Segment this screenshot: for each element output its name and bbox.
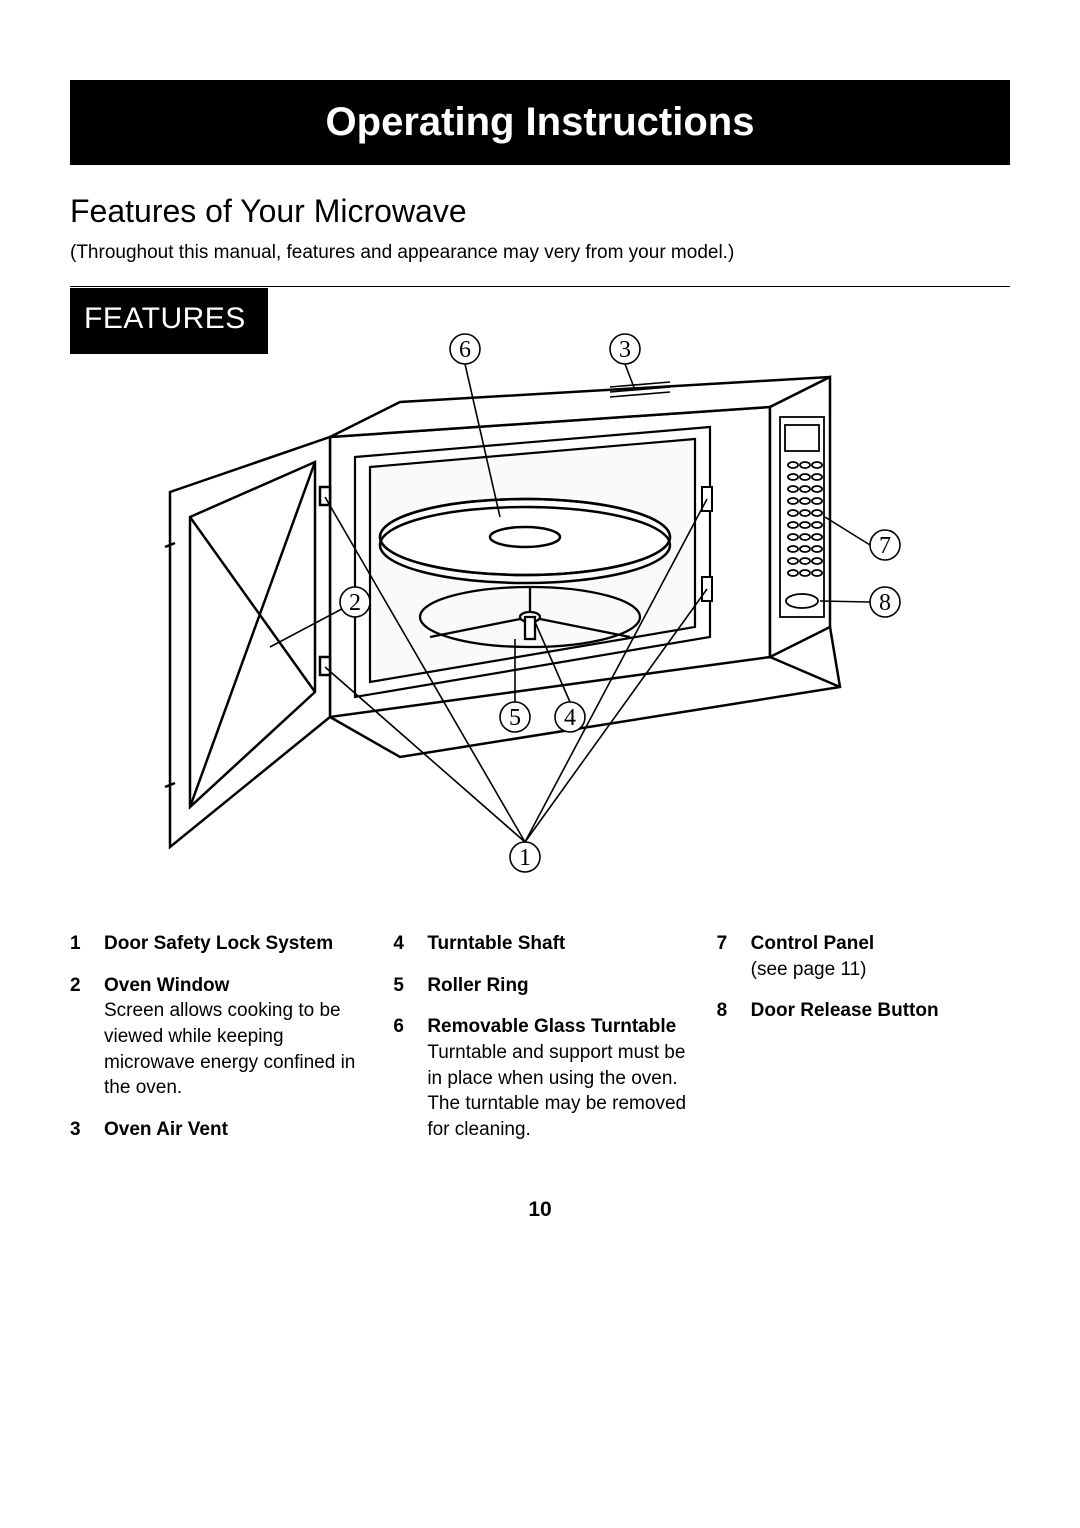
section-note: (Throughout this manual, features and ap… xyxy=(70,242,1010,264)
microwave-diagram: 6 3 2 7 8 5 4 1 xyxy=(70,287,1010,897)
feature-item-7: 7 Control Panel (see page 11) xyxy=(717,931,1010,982)
callout-8: 8 xyxy=(879,590,891,616)
legend-col-3: 7 Control Panel (see page 11) 8 Door Rel… xyxy=(717,931,1010,1158)
feature-num: 2 xyxy=(70,973,104,1101)
callout-6: 6 xyxy=(459,337,471,363)
feature-num: 7 xyxy=(717,931,751,982)
feature-title: Door Safety Lock System xyxy=(104,933,333,954)
callout-1: 1 xyxy=(519,845,531,871)
callout-3: 3 xyxy=(619,337,631,363)
feature-num: 4 xyxy=(393,931,427,957)
feature-num: 5 xyxy=(393,973,427,999)
feature-title: Roller Ring xyxy=(427,975,528,996)
feature-desc: Screen allows cooking to be viewed while… xyxy=(104,1000,355,1098)
feature-title: Turntable Shaft xyxy=(427,933,565,954)
feature-item-3: 3 Oven Air Vent xyxy=(70,1117,363,1143)
feature-item-5: 5 Roller Ring xyxy=(393,973,686,999)
callout-4: 4 xyxy=(564,705,576,731)
feature-desc: (see page 11) xyxy=(751,959,867,980)
callout-5: 5 xyxy=(509,705,521,731)
feature-item-1: 1 Door Safety Lock System xyxy=(70,931,363,957)
callout-7: 7 xyxy=(879,533,891,559)
feature-legend: 1 Door Safety Lock System 2 Oven Window … xyxy=(70,931,1010,1158)
feature-title: Oven Window xyxy=(104,975,229,996)
feature-num: 1 xyxy=(70,931,104,957)
title-banner-text: Operating Instructions xyxy=(326,100,755,144)
feature-desc: Turntable and support must be in place w… xyxy=(427,1042,686,1140)
section-heading: Features of Your Microwave xyxy=(70,193,1010,230)
feature-title: Oven Air Vent xyxy=(104,1119,228,1140)
callout-2: 2 xyxy=(349,590,361,616)
legend-col-1: 1 Door Safety Lock System 2 Oven Window … xyxy=(70,931,363,1158)
feature-num: 6 xyxy=(393,1014,427,1142)
manual-page: Operating Instructions Features of Your … xyxy=(0,0,1080,1262)
legend-col-2: 4 Turntable Shaft 5 Roller Ring 6 Remova… xyxy=(393,931,686,1158)
feature-title: Removable Glass Turntable xyxy=(427,1016,676,1037)
feature-title: Control Panel xyxy=(751,933,875,954)
feature-num: 3 xyxy=(70,1117,104,1143)
feature-item-4: 4 Turntable Shaft xyxy=(393,931,686,957)
feature-num: 8 xyxy=(717,998,751,1024)
feature-item-8: 8 Door Release Button xyxy=(717,998,1010,1024)
feature-item-6: 6 Removable Glass Turntable Turntable an… xyxy=(393,1014,686,1142)
page-number: 10 xyxy=(70,1198,1010,1222)
title-banner: Operating Instructions xyxy=(70,80,1010,165)
feature-title: Door Release Button xyxy=(751,1000,939,1021)
feature-item-2: 2 Oven Window Screen allows cooking to b… xyxy=(70,973,363,1101)
